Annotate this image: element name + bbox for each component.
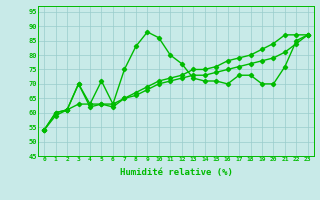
- X-axis label: Humidité relative (%): Humidité relative (%): [120, 168, 232, 177]
